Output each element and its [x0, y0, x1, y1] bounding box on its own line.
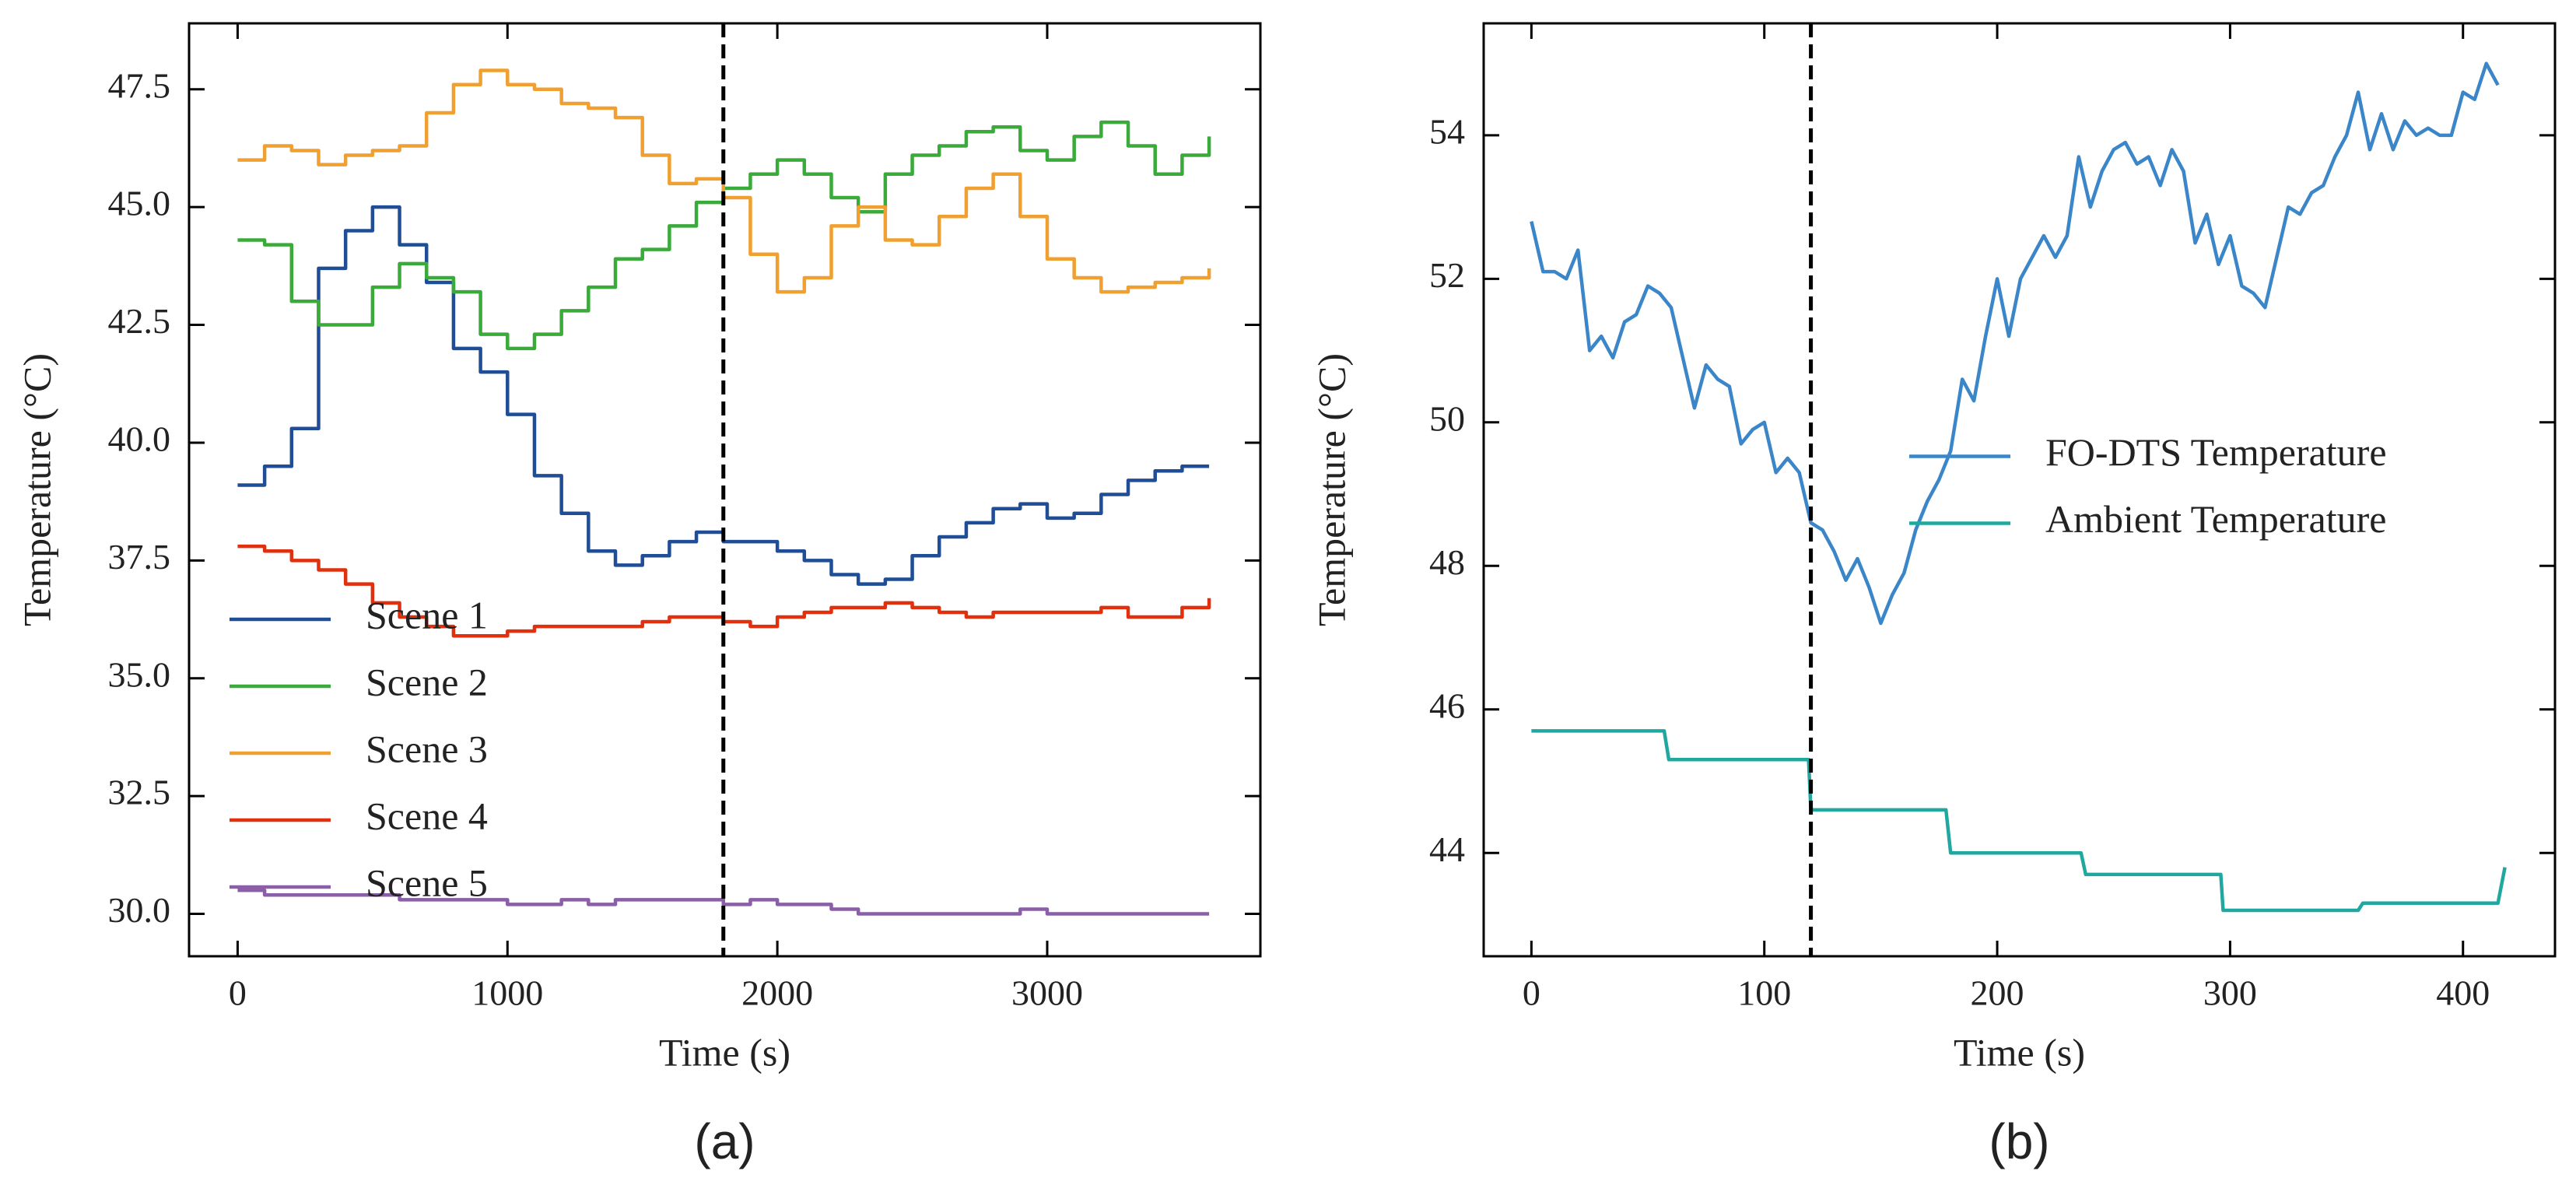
series-line — [237, 120, 1211, 351]
legend-label: Scene 1 — [366, 593, 488, 636]
x-tick-label: 2000 — [741, 973, 813, 1013]
y-tick-label: 40.0 — [108, 419, 171, 459]
x-axis-label: Time (s) — [1954, 1030, 2085, 1074]
series-line — [1531, 729, 2507, 913]
x-tick-label: 0 — [1523, 973, 1540, 1013]
y-tick-label: 54 — [1429, 111, 1465, 151]
legend-label: Scene 2 — [366, 660, 488, 703]
panel-label: (a) — [694, 1113, 755, 1169]
chart-panel: 0 100 200 300 400 44 46 48 50 52 54 Time (s) Tempera… — [1309, 22, 2557, 1169]
x-tick-label: 200 — [1971, 973, 2024, 1013]
legend-label: Scene 4 — [366, 794, 488, 837]
plot-area — [237, 23, 1211, 956]
chart-panel: 0 1000 2000 3000 30.0 32.5 35.0 37.5 40.0 42.5 45.… — [15, 22, 1262, 1169]
y-tick-label: 45.0 — [108, 184, 171, 223]
series-line — [237, 888, 1210, 916]
x-tick-label: 3000 — [1011, 973, 1083, 1013]
y-tick-label: 37.5 — [108, 537, 171, 577]
legend-label: Ambient Temperature — [2045, 497, 2386, 541]
y-tick-label: 47.5 — [108, 65, 171, 105]
y-tick-label: 32.5 — [108, 773, 171, 812]
x-tick-label: 400 — [2436, 973, 2490, 1013]
panel-label: (b) — [1989, 1113, 2049, 1169]
y-tick-label: 42.5 — [108, 301, 171, 341]
y-tick-label: 52 — [1429, 255, 1465, 295]
legend-label: Scene 5 — [366, 861, 488, 904]
y-axis-label: Temperature (°C) — [15, 353, 58, 626]
axes-frame — [188, 22, 1262, 958]
x-tick-label: 0 — [229, 973, 247, 1013]
y-tick-label: 46 — [1429, 685, 1465, 725]
legend: FO-DTS Temperature Ambient Temperature — [1909, 430, 2387, 541]
plot-area — [1530, 23, 2507, 956]
y-axis-label: Temperature (°C) — [1309, 353, 1353, 626]
series-line — [1530, 61, 2500, 626]
y-tick-label: 35.0 — [108, 654, 171, 694]
legend-label: FO-DTS Temperature — [2045, 430, 2387, 474]
legend-label: Scene 3 — [366, 727, 488, 770]
x-tick-label: 300 — [2203, 973, 2257, 1013]
y-tick-label: 44 — [1429, 829, 1465, 869]
y-tick-label: 50 — [1429, 398, 1465, 438]
y-tick-label: 30.0 — [108, 890, 171, 930]
axes-frame — [1482, 22, 2557, 958]
x-tick-label: 100 — [1737, 973, 1791, 1013]
x-axis-label: Time (s) — [659, 1030, 790, 1074]
legend: Scene 1 Scene 2 Scene 3 Scene 4 Scene 5 — [230, 593, 488, 904]
y-tick-label: 48 — [1429, 542, 1465, 582]
x-tick-label: 1000 — [471, 973, 543, 1013]
